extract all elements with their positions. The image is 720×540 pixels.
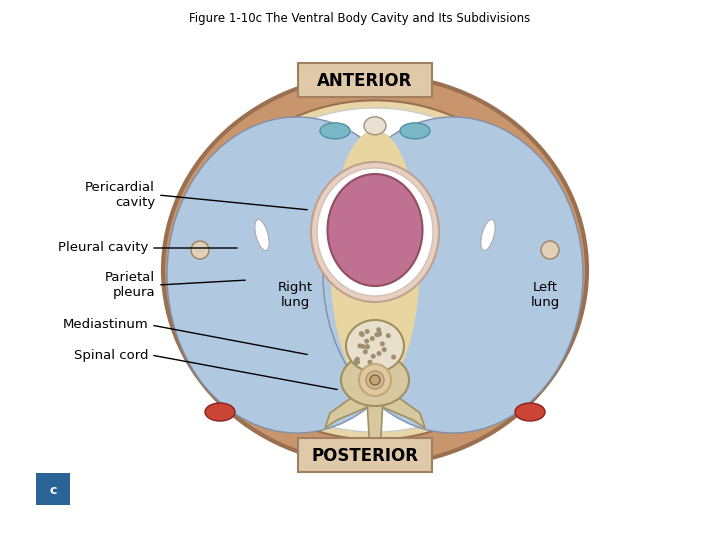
- Text: Mediastinum: Mediastinum: [62, 319, 148, 332]
- Polygon shape: [325, 388, 370, 428]
- Circle shape: [386, 333, 391, 338]
- Ellipse shape: [328, 174, 423, 286]
- Ellipse shape: [167, 117, 427, 433]
- Circle shape: [367, 360, 372, 365]
- Ellipse shape: [330, 130, 420, 390]
- Circle shape: [370, 336, 375, 341]
- Text: ANTERIOR: ANTERIOR: [318, 72, 413, 90]
- Text: c: c: [49, 483, 57, 496]
- Polygon shape: [380, 388, 425, 428]
- Ellipse shape: [366, 371, 384, 389]
- Circle shape: [359, 331, 364, 336]
- Text: Parietal
pleura: Parietal pleura: [105, 271, 155, 299]
- Text: Pleural cavity: Pleural cavity: [58, 241, 148, 254]
- Ellipse shape: [317, 168, 433, 296]
- Polygon shape: [367, 400, 383, 463]
- Ellipse shape: [199, 108, 551, 432]
- Circle shape: [380, 341, 385, 346]
- Ellipse shape: [541, 241, 559, 259]
- Circle shape: [364, 339, 369, 343]
- Text: POSTERIOR: POSTERIOR: [312, 447, 418, 465]
- Ellipse shape: [323, 117, 583, 433]
- Ellipse shape: [341, 354, 409, 406]
- FancyBboxPatch shape: [298, 438, 432, 472]
- Ellipse shape: [400, 123, 430, 139]
- Text: Right
lung: Right lung: [277, 281, 312, 309]
- Circle shape: [377, 332, 382, 336]
- Ellipse shape: [311, 162, 439, 302]
- Ellipse shape: [481, 219, 495, 251]
- Circle shape: [354, 358, 359, 363]
- Circle shape: [376, 327, 381, 332]
- Circle shape: [361, 344, 366, 349]
- FancyBboxPatch shape: [36, 473, 70, 505]
- Circle shape: [363, 349, 368, 354]
- Text: Left
lung: Left lung: [531, 281, 559, 309]
- Ellipse shape: [320, 123, 350, 139]
- Text: Figure 1-10c The Ventral Body Cavity and Its Subdivisions: Figure 1-10c The Ventral Body Cavity and…: [189, 12, 531, 25]
- Ellipse shape: [359, 364, 391, 396]
- Ellipse shape: [346, 320, 404, 372]
- Circle shape: [354, 360, 359, 366]
- Ellipse shape: [205, 403, 235, 421]
- Circle shape: [382, 347, 387, 352]
- Ellipse shape: [515, 403, 545, 421]
- Circle shape: [355, 360, 360, 365]
- Ellipse shape: [255, 219, 269, 251]
- Circle shape: [371, 354, 376, 359]
- Circle shape: [360, 332, 365, 337]
- Circle shape: [374, 332, 379, 337]
- Circle shape: [391, 355, 396, 360]
- Circle shape: [377, 351, 382, 356]
- Circle shape: [355, 357, 360, 362]
- Circle shape: [364, 345, 369, 349]
- Circle shape: [370, 375, 380, 385]
- Text: Spinal cord: Spinal cord: [73, 348, 148, 361]
- Ellipse shape: [191, 100, 559, 440]
- Text: Pericardial
cavity: Pericardial cavity: [85, 181, 155, 209]
- Circle shape: [377, 330, 382, 335]
- Ellipse shape: [163, 75, 587, 465]
- Circle shape: [365, 344, 370, 349]
- Ellipse shape: [191, 241, 209, 259]
- Circle shape: [365, 329, 369, 334]
- Ellipse shape: [364, 117, 386, 135]
- Circle shape: [357, 343, 362, 348]
- FancyBboxPatch shape: [298, 63, 432, 97]
